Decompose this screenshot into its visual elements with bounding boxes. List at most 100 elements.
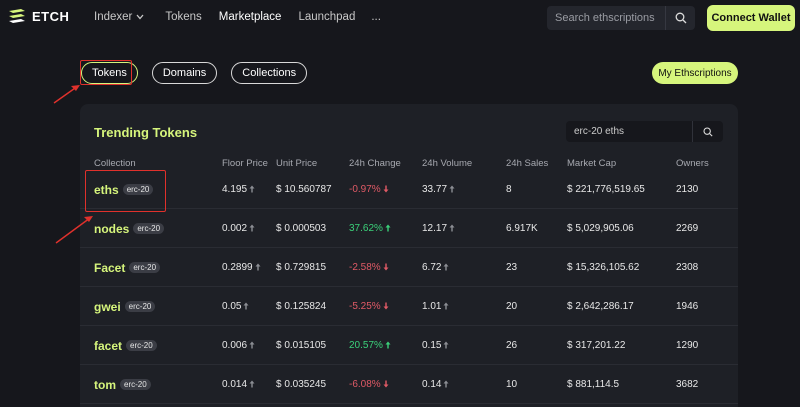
change-value: -2.58% <box>349 262 381 273</box>
cell-24h-change: -5.25% <box>349 287 389 326</box>
floor-price-value: 0.002 <box>222 223 248 234</box>
sales-value: 10 <box>506 379 518 390</box>
cell-24h-volume: 1.01 <box>422 287 449 326</box>
column-header-24h-change: 24h Change <box>349 158 401 169</box>
tab-domains[interactable]: Domains <box>151 62 218 84</box>
owners-value: 1290 <box>676 340 699 351</box>
nav-item-more[interactable]: ... <box>371 11 381 23</box>
cell-owners: 1946 <box>676 287 698 326</box>
cell-unit-price: $ 0.729815 <box>276 248 326 287</box>
nav-item-tokens[interactable]: Tokens <box>165 11 201 23</box>
token-standard-badge: erc-20 <box>124 301 156 312</box>
cell-24h-change: -6.08% <box>349 365 389 404</box>
cell-floor-price: 0.2899 <box>222 248 261 287</box>
table-row[interactable]: facet erc-20 0.006 $ 0.015105 20.57% 0.15 26 $ … <box>80 326 738 365</box>
token-name[interactable]: eths <box>94 182 119 197</box>
token-search-input[interactable] <box>566 126 692 137</box>
arrow-down-icon <box>383 263 389 273</box>
chevron-down-icon <box>136 13 144 22</box>
arrow-up-icon <box>249 224 255 234</box>
cell-24h-change: -0.97% <box>349 170 389 209</box>
connect-wallet-button[interactable]: Connect Wallet <box>707 5 795 31</box>
market-cap-value: $ 5,029,905.06 <box>567 223 634 234</box>
cell-floor-price: 0.002 <box>222 209 255 248</box>
trending-tokens-card: Trending Tokens Collection Floor Price U… <box>80 104 738 407</box>
arrow-up-icon <box>449 185 455 195</box>
cell-collection: nodes erc-20 <box>94 209 165 248</box>
tab-collections[interactable]: Collections <box>231 62 308 84</box>
floor-price-value: 0.05 <box>222 301 242 312</box>
cell-collection: tom erc-20 <box>94 365 151 404</box>
market-cap-value: $ 2,642,286.17 <box>567 301 634 312</box>
search-button[interactable] <box>665 6 695 30</box>
cell-collection: Facet erc-20 <box>94 248 161 287</box>
volume-value: 12.17 <box>422 223 448 234</box>
token-name[interactable]: nodes <box>94 221 130 236</box>
cell-unit-price: $ 0.035245 <box>276 365 326 404</box>
nav-item-label: Tokens <box>165 11 202 23</box>
cell-24h-volume: 33.77 <box>422 170 455 209</box>
cell-24h-change: 20.57% <box>349 326 391 365</box>
cell-unit-price: $ 0.015105 <box>276 326 326 365</box>
arrow-up-icon <box>443 263 449 273</box>
arrow-down-icon <box>383 302 389 312</box>
tab-tokens[interactable]: Tokens <box>81 62 138 84</box>
search-input[interactable] <box>547 12 665 24</box>
token-standard-badge: erc-20 <box>133 223 165 234</box>
unit-price-value: $ 0.000503 <box>276 223 327 234</box>
cell-owners: 3682 <box>676 365 698 404</box>
cell-owners: 2130 <box>676 170 698 209</box>
cell-floor-price: 0.014 <box>222 365 255 404</box>
nav-item-marketplace[interactable]: Marketplace <box>219 11 282 23</box>
nav-item-indexer[interactable]: Indexer <box>94 11 144 23</box>
volume-value: 33.77 <box>422 184 448 195</box>
change-value: -0.97% <box>349 184 381 195</box>
table-row[interactable]: Facet erc-20 0.2899 $ 0.729815 -2.58% 6.72 23 $… <box>80 248 738 287</box>
cell-24h-volume: 12.17 <box>422 209 455 248</box>
brand-logo[interactable]: ETCH <box>8 8 69 24</box>
table-row[interactable]: eths erc-20 4.195 $ 10.560787 -0.97% 33.77 8 $ … <box>80 170 738 209</box>
brand-name: ETCH <box>32 8 70 24</box>
nav-item-label: Marketplace <box>218 11 282 23</box>
cell-floor-price: 0.05 <box>222 287 249 326</box>
floor-price-value: 0.2899 <box>222 262 253 273</box>
token-search-button[interactable] <box>692 121 723 142</box>
floor-price-value: 4.195 <box>222 184 248 195</box>
volume-value: 0.15 <box>422 340 442 351</box>
nav-item-launchpad[interactable]: Launchpad <box>298 11 355 23</box>
column-header-market-cap: Market Cap <box>567 158 617 169</box>
sales-value: 20 <box>506 301 518 312</box>
sales-value: 26 <box>506 340 518 351</box>
cell-24h-sales: 10 <box>506 365 517 404</box>
cell-unit-price: $ 10.560787 <box>276 170 332 209</box>
card-title: Trending Tokens <box>94 125 198 140</box>
cell-market-cap: $ 221,776,519.65 <box>567 170 645 209</box>
cell-owners: 1290 <box>676 326 698 365</box>
cell-owners: 2269 <box>676 209 698 248</box>
cell-market-cap: $ 2,642,286.17 <box>567 287 634 326</box>
cell-floor-price: 0.006 <box>222 326 255 365</box>
arrow-up-icon <box>249 341 255 351</box>
sales-value: 23 <box>506 262 518 273</box>
table-row[interactable]: nodes erc-20 0.002 $ 0.000503 37.62% 12.17 6.9… <box>80 209 738 248</box>
table-row[interactable]: gwei erc-20 0.05 $ 0.125824 -5.25% 1.01 20 $ 2,… <box>80 287 738 326</box>
token-standard-badge: erc-20 <box>120 379 151 390</box>
cell-24h-sales: 8 <box>506 170 512 209</box>
cell-unit-price: $ 0.000503 <box>276 209 326 248</box>
sales-value: 8 <box>506 184 512 195</box>
arrow-up-icon <box>449 224 455 234</box>
my-ethscriptions-button[interactable]: My Ethscriptions <box>652 62 738 84</box>
market-cap-value: $ 881,114.5 <box>567 379 620 390</box>
token-name[interactable]: gwei <box>94 299 121 314</box>
token-standard-badge: erc-20 <box>126 340 157 351</box>
owners-value: 2308 <box>676 262 699 273</box>
table-row[interactable]: tom erc-20 0.014 $ 0.035245 -6.08% 0.14 10 $ 88… <box>80 365 738 404</box>
token-name[interactable]: Facet <box>94 260 126 275</box>
nav-item-label: Launchpad <box>298 11 356 23</box>
global-search <box>547 6 695 30</box>
unit-price-value: $ 0.125824 <box>276 301 327 312</box>
token-name[interactable]: facet <box>94 338 123 353</box>
arrow-up-icon <box>385 341 391 351</box>
token-name[interactable]: tom <box>94 377 116 392</box>
volume-value: 1.01 <box>422 301 442 312</box>
